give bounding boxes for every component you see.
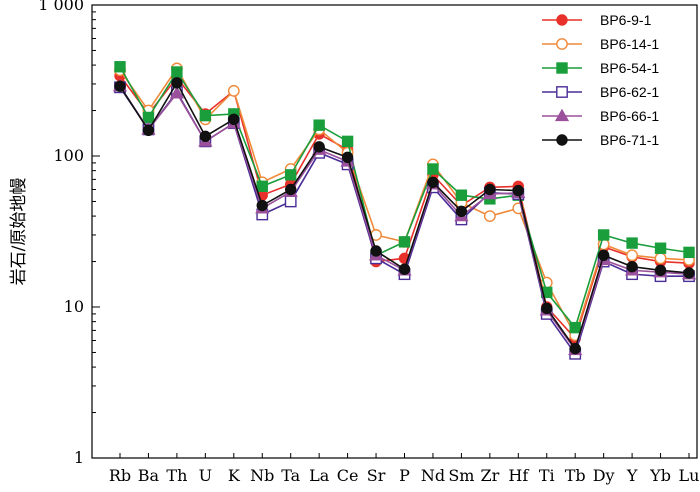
data-point [199, 109, 212, 122]
series-line [119, 86, 689, 356]
data-point [569, 342, 581, 355]
x-category-label: Dy [593, 466, 615, 485]
data-point [285, 183, 297, 196]
data-point [654, 252, 667, 265]
x-category-label: Zr [480, 466, 499, 485]
legend-marker [554, 108, 570, 122]
data-point [484, 183, 496, 196]
x-category-label: Y [626, 466, 638, 485]
data-point [427, 176, 439, 188]
data-point [370, 245, 382, 257]
x-category-label: Sr [367, 466, 386, 485]
data-point [142, 111, 155, 124]
x-category-label: La [309, 466, 330, 485]
x-category-label: Nd [421, 466, 445, 485]
data-point [683, 267, 695, 279]
data-point [654, 242, 667, 254]
legend-label: BP6-71-1 [600, 132, 659, 148]
x-category-label: Ba [138, 466, 160, 485]
x-category-label: Hf [508, 466, 529, 485]
data-point [313, 141, 325, 153]
data-point [512, 184, 524, 197]
legend-label: BP6-14-1 [600, 36, 659, 52]
legend-item: BP6-66-1 [542, 108, 659, 124]
data-point [313, 119, 325, 131]
y-tick-label: 10 [64, 297, 84, 316]
data-point [169, 86, 185, 99]
data-point [256, 199, 268, 212]
data-point [455, 189, 468, 201]
data-point [683, 246, 695, 259]
legend-label: BP6-62-1 [600, 84, 659, 100]
data-point [483, 210, 496, 222]
x-category-label: Rb [109, 466, 131, 485]
y-axis-label: 岩石/原始地幔 [9, 178, 29, 286]
x-category-label: P [399, 466, 410, 485]
data-point [142, 124, 155, 136]
data-point [597, 229, 610, 241]
legend-item: BP6-9-1 [542, 12, 652, 28]
legend-label: BP6-66-1 [600, 108, 659, 124]
data-point [455, 205, 468, 218]
series-line [119, 85, 690, 352]
series-bp6-54-1 [114, 61, 695, 334]
x-category-label: Lu [679, 466, 700, 485]
legend-item: BP6-14-1 [542, 36, 659, 52]
x-category-label: Ti [539, 466, 555, 485]
data-point [597, 249, 610, 261]
y-tick-label: 100 [53, 146, 84, 165]
x-category-label: U [199, 466, 212, 485]
plot-frame [91, 4, 698, 459]
data-point [541, 302, 553, 315]
legend-marker [556, 134, 568, 146]
data-point [398, 236, 411, 248]
series-line [119, 66, 690, 330]
data-point [171, 66, 183, 78]
series-bp6-71-1 [114, 77, 695, 355]
data-point [199, 130, 212, 143]
x-category-label: Ta [281, 466, 300, 485]
legend-item: BP6-62-1 [542, 84, 659, 100]
data-point [398, 263, 411, 275]
legend-item: BP6-71-1 [542, 132, 659, 148]
data-point [626, 237, 638, 249]
data-point [256, 180, 268, 192]
x-category-label: Sm [448, 466, 474, 485]
x-category-label: Tb [565, 466, 586, 485]
legend-item: BP6-54-1 [542, 60, 659, 76]
data-point [114, 61, 126, 73]
x-category-label: Th [166, 466, 187, 485]
data-point [427, 163, 439, 175]
data-point [626, 260, 638, 273]
data-point [227, 84, 240, 97]
x-category-label: Nb [250, 466, 274, 485]
data-point [171, 77, 183, 89]
data-point [569, 321, 581, 334]
legend-marker [556, 38, 568, 50]
data-point [284, 195, 297, 208]
legend-marker [556, 86, 568, 98]
data-point [626, 249, 638, 262]
y-tick-label: 1 [74, 448, 84, 467]
data-point [114, 80, 126, 92]
legend-label: BP6-54-1 [600, 60, 659, 76]
y-tick-label: 1 000 [38, 0, 84, 14]
data-point [341, 151, 354, 164]
data-point [654, 264, 667, 277]
data-point [285, 169, 297, 181]
x-category-label: Ce [337, 466, 359, 485]
x-category-label: K [228, 466, 241, 485]
legend-label: BP6-9-1 [600, 12, 652, 28]
legend-marker [556, 14, 568, 26]
data-point [341, 135, 354, 148]
data-point [228, 113, 240, 126]
x-category-label: Yb [649, 466, 671, 485]
series-bp6-14-1 [114, 62, 695, 342]
legend-marker [556, 62, 568, 74]
